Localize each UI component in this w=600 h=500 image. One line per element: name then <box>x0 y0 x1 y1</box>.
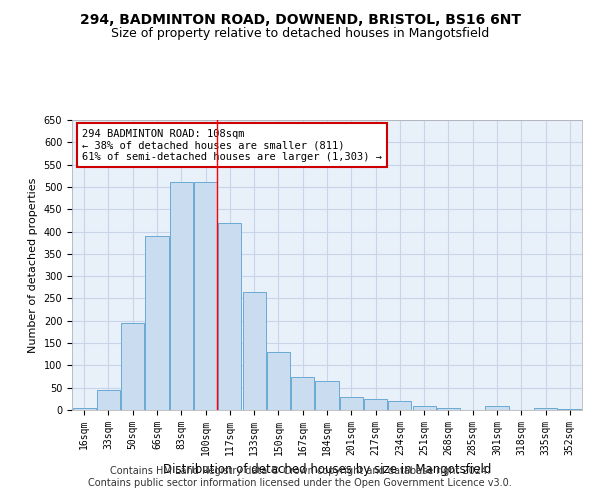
Bar <box>340 396 363 410</box>
Bar <box>73 408 95 410</box>
Text: Size of property relative to detached houses in Mangotsfield: Size of property relative to detached ho… <box>111 28 489 40</box>
Bar <box>267 352 290 410</box>
Bar <box>316 381 338 410</box>
Bar <box>170 182 193 410</box>
Bar <box>413 406 436 410</box>
Bar <box>145 236 169 410</box>
Bar <box>388 401 412 410</box>
Y-axis label: Number of detached properties: Number of detached properties <box>28 178 38 352</box>
Bar <box>559 408 581 410</box>
Text: 294 BADMINTON ROAD: 108sqm
← 38% of detached houses are smaller (811)
61% of sem: 294 BADMINTON ROAD: 108sqm ← 38% of deta… <box>82 128 382 162</box>
Bar <box>534 408 557 410</box>
Bar <box>194 182 217 410</box>
Bar <box>364 399 387 410</box>
Text: Contains HM Land Registry data © Crown copyright and database right 2024.
Contai: Contains HM Land Registry data © Crown c… <box>88 466 512 487</box>
Bar <box>437 408 460 410</box>
Bar <box>291 376 314 410</box>
Bar <box>242 292 266 410</box>
Bar <box>218 222 241 410</box>
X-axis label: Distribution of detached houses by size in Mangotsfield: Distribution of detached houses by size … <box>163 464 491 476</box>
Bar <box>121 323 144 410</box>
Bar <box>97 390 120 410</box>
Bar <box>485 406 509 410</box>
Text: 294, BADMINTON ROAD, DOWNEND, BRISTOL, BS16 6NT: 294, BADMINTON ROAD, DOWNEND, BRISTOL, B… <box>79 12 521 26</box>
